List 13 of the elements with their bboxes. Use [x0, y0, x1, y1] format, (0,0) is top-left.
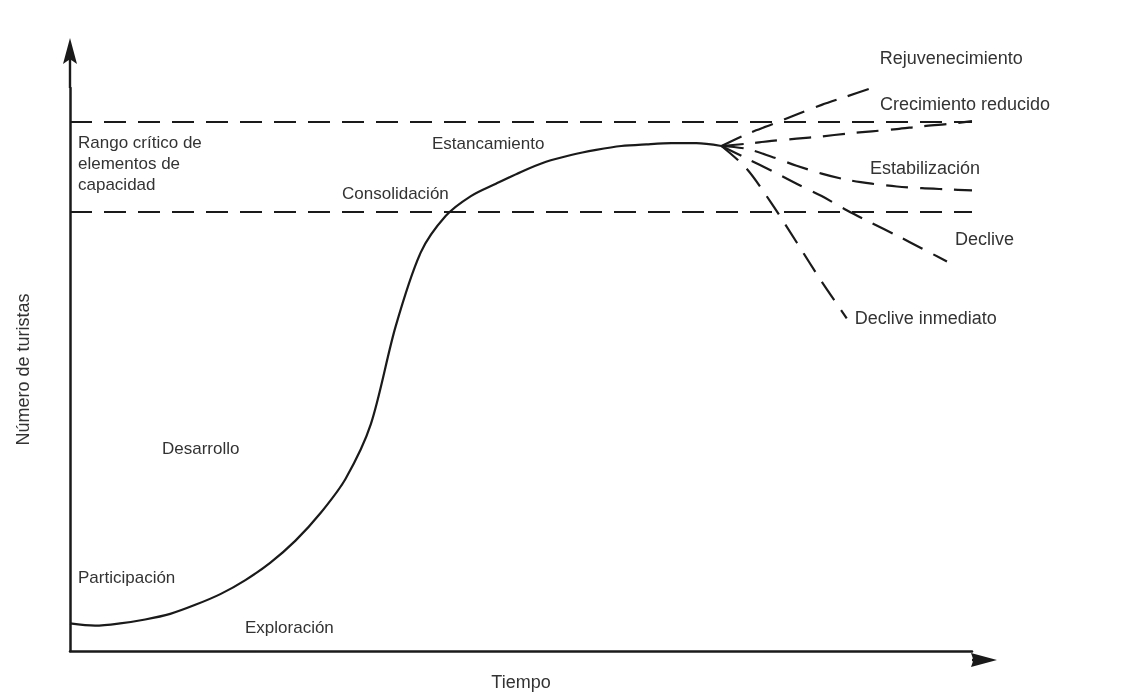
x-axis-title: Tiempo: [491, 672, 551, 692]
annotation: Exploración: [245, 618, 334, 637]
annotation: Rango crítico de elementos de capacidad: [78, 133, 202, 194]
annotation: Consolidación: [342, 184, 449, 203]
series-label: Declive inmediato: [854, 308, 997, 329]
series-label: Crecimiento reducido: [880, 94, 1051, 115]
annotation: Estancamiento: [432, 134, 545, 153]
series-label: Estabilización: [870, 158, 981, 179]
series-label: Rejuvenecimiento: [879, 48, 1023, 68]
y-axis-title: Número de turistas: [13, 293, 33, 446]
series-label: Declive: [954, 229, 1014, 250]
annotation: Desarrollo: [162, 439, 240, 458]
annotation: Participación: [78, 568, 176, 587]
